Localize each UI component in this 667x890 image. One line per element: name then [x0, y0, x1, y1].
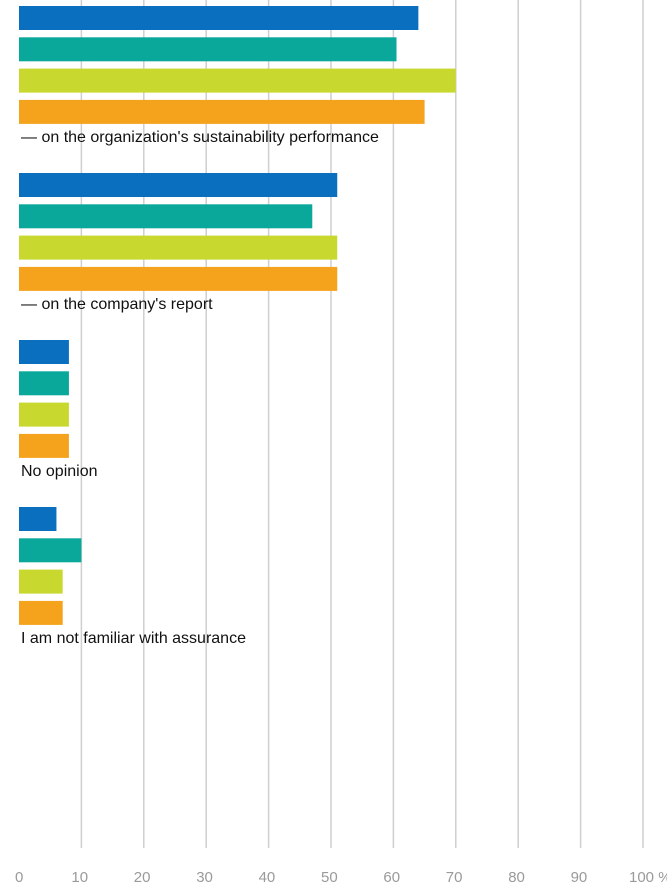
category-label: No opinion — [21, 463, 98, 480]
bar-cat3-series2 — [19, 371, 69, 396]
category-labels: — on the organization's sustainability p… — [21, 129, 379, 647]
bar-cat2-series4 — [19, 266, 338, 291]
category-label: — on the organization's sustainability p… — [21, 129, 379, 146]
bar-cat3-series4 — [19, 433, 69, 458]
gridlines — [80, 0, 644, 848]
bars — [19, 6, 456, 625]
bar-cat2-series3 — [19, 235, 338, 260]
x-tick-label: 10 — [71, 869, 88, 886]
x-tick-label: 80 — [508, 869, 525, 886]
category-label: I am not familiar with assurance — [21, 630, 246, 647]
x-tick-label: 30 — [196, 869, 213, 886]
x-tick-label: 20 — [134, 869, 151, 886]
bar-cat1-series4 — [19, 99, 425, 124]
x-tick-label: 40 — [259, 869, 276, 886]
x-axis-tick-labels: 0 10 20 30 40 50 60 70 80 90 100 % — [15, 869, 667, 886]
x-tick-label: 70 — [446, 869, 463, 886]
bar-cat1-series3 — [19, 68, 456, 93]
bar-cat4-series2 — [19, 538, 82, 563]
bar-cat2-series1 — [19, 173, 338, 197]
x-tick-label: 100 % — [629, 869, 667, 886]
bar-cat1-series1 — [19, 6, 419, 30]
bar-cat4-series3 — [19, 569, 63, 594]
bar-cat1-series2 — [19, 37, 397, 62]
bar-cat4-series1 — [19, 507, 57, 531]
x-tick-label: 50 — [321, 869, 338, 886]
bar-cat4-series4 — [19, 600, 63, 625]
category-label: — on the company's report — [21, 296, 213, 313]
x-tick-label: 90 — [571, 869, 588, 886]
x-tick-label: 0 — [15, 869, 23, 886]
bar-cat2-series2 — [19, 204, 313, 229]
bar-cat3-series1 — [19, 340, 69, 364]
x-tick-label: 60 — [383, 869, 400, 886]
bar-cat3-series3 — [19, 402, 69, 427]
